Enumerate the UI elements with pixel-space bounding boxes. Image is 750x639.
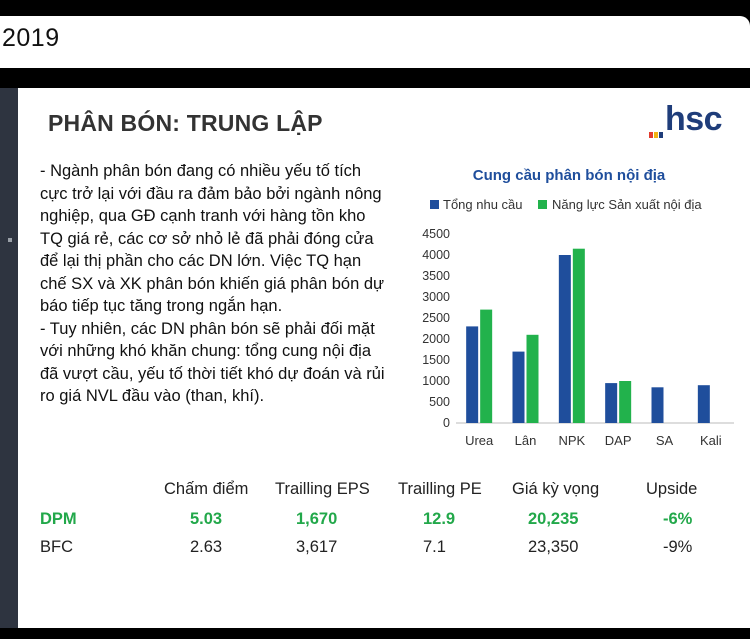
bar-capacity-lân [526, 334, 539, 423]
target-value: 23,350 [528, 538, 579, 556]
year-label: 2019 [2, 24, 60, 52]
y-tick-label: 0 [443, 416, 450, 430]
bar-demand-sa [651, 387, 664, 423]
x-tick-label: Lân [515, 433, 537, 448]
ticker: BFC [40, 538, 73, 556]
col-header-upside: Upside [646, 480, 698, 498]
ticker: DPM [40, 510, 77, 528]
score-value: 5.03 [190, 510, 223, 528]
logo-bar-blue [659, 132, 663, 138]
bar-demand-npk [558, 255, 571, 423]
logo-bar-red [649, 132, 653, 138]
bar-demand-urea [466, 326, 479, 423]
legend-label-demand: Tổng nhu cầu [443, 197, 523, 212]
col-header-pe: Trailling PE [398, 480, 482, 498]
plot-area: 0 500 1000 1500 2000 2500 3000 3500 4000 4500 Urea… [422, 227, 734, 448]
x-tick-label: Urea [465, 433, 494, 448]
chart-title: Cung cầu phân bón nội địa [473, 167, 666, 184]
bar-capacity-dap [619, 381, 632, 423]
logo-text: hsc [665, 100, 723, 138]
y-tick-label: 2500 [422, 311, 450, 325]
y-tick-label: 3500 [422, 269, 450, 283]
bar-capacity-npk [572, 248, 585, 423]
logo-bar-yellow [654, 132, 658, 138]
legend-swatch-demand [430, 200, 439, 209]
y-tick-label: 1000 [422, 374, 450, 388]
y-tick-label: 2000 [422, 332, 450, 346]
y-tick-label: 4500 [422, 227, 450, 241]
table-row: DPM 5.03 1,670 12.9 20,235 -6% [18, 510, 750, 536]
slide-title: PHÂN BÓN: TRUNG LẬP [48, 110, 323, 136]
col-header-eps: Trailling EPS [275, 480, 370, 498]
pe-value: 12.9 [423, 510, 456, 528]
bar-demand-dap [605, 383, 618, 423]
bar-capacity-urea [480, 309, 493, 423]
table-row: BFC 2.63 3,617 7.1 23,350 -9% [18, 538, 750, 564]
supply-demand-chart: Cung cầu phân bón nội địa Tổng nhu cầu N… [422, 167, 734, 448]
upside-value: -6% [663, 510, 693, 528]
y-tick-label: 4000 [422, 248, 450, 262]
hsc-logo: hsc [649, 100, 739, 142]
legend-label-capacity: Năng lực Sản xuất nội địa [552, 197, 702, 212]
x-tick-label: DAP [605, 433, 632, 448]
legend-swatch-capacity [538, 200, 547, 209]
bullet-1: - Ngành phân bón đang có nhiều yếu tố tí… [40, 162, 385, 315]
top-bar [0, 0, 750, 16]
pe-value: 7.1 [423, 538, 446, 556]
upside-value: -9% [663, 538, 693, 556]
eps-value: 1,670 [296, 510, 338, 528]
score-value: 2.63 [190, 538, 223, 556]
slide: PHÂN BÓN: TRUNG LẬP hsc - Ngành phân bón… [18, 88, 750, 628]
y-tick-label: 3000 [422, 290, 450, 304]
bar-demand-lân [512, 351, 525, 423]
header-strip [0, 16, 750, 68]
table-header: Chấm điểm Trailling EPS Trailling PE Giá… [18, 480, 750, 506]
bullet-text: - Ngành phân bón đang có nhiều yếu tố tí… [40, 160, 388, 408]
bullet-2: - Tuy nhiên, các DN phân bón sẽ phải đối… [40, 319, 385, 406]
eps-value: 3,617 [296, 538, 338, 556]
x-tick-label: Kali [700, 433, 722, 448]
y-tick-label: 500 [429, 395, 450, 409]
x-tick-label: NPK [558, 433, 585, 448]
panel-marker [8, 238, 12, 242]
target-value: 20,235 [528, 510, 579, 528]
left-panel [0, 88, 18, 628]
col-header-target: Giá kỳ vọng [512, 480, 600, 498]
bottom-bar [0, 628, 750, 639]
y-tick-label: 1500 [422, 353, 450, 367]
x-tick-label: SA [656, 433, 674, 448]
col-header-score: Chấm điểm [164, 480, 249, 498]
bar-demand-kali [697, 385, 710, 423]
